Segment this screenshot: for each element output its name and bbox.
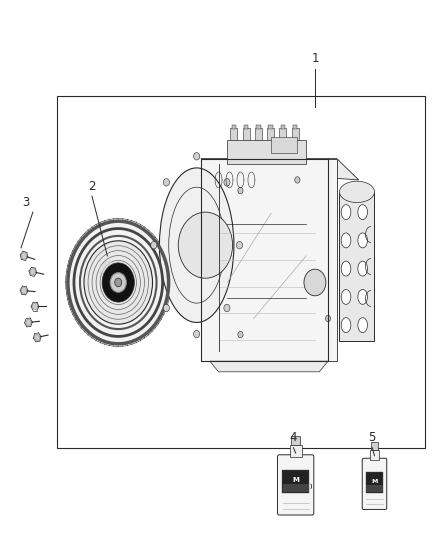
Circle shape [21, 287, 27, 294]
Bar [244, 125, 248, 130]
Bar [292, 128, 299, 140]
Circle shape [224, 179, 230, 186]
Bar [283, 484, 309, 492]
Ellipse shape [358, 261, 367, 276]
Text: 2: 2 [88, 180, 96, 193]
Bar [371, 442, 378, 450]
Bar [282, 470, 310, 494]
Bar [268, 125, 273, 130]
Circle shape [238, 188, 243, 194]
Bar [255, 128, 262, 140]
Bar [271, 138, 297, 154]
Polygon shape [201, 159, 359, 180]
Ellipse shape [99, 261, 113, 273]
Bar [201, 159, 328, 361]
Circle shape [304, 269, 326, 296]
Circle shape [32, 303, 38, 310]
Bar [279, 128, 286, 140]
Text: M: M [292, 478, 299, 483]
Circle shape [102, 263, 134, 302]
Text: 1: 1 [311, 52, 319, 65]
Bar [290, 445, 302, 457]
Circle shape [194, 152, 200, 160]
Bar [291, 435, 300, 445]
Bar [366, 485, 383, 492]
Ellipse shape [358, 233, 367, 248]
Ellipse shape [341, 233, 351, 248]
Bar [370, 450, 379, 460]
Polygon shape [201, 159, 337, 361]
Circle shape [110, 273, 126, 292]
Circle shape [21, 253, 27, 259]
Text: 4: 4 [290, 431, 297, 443]
Circle shape [151, 241, 157, 249]
Text: M: M [371, 479, 378, 484]
Ellipse shape [358, 318, 367, 333]
Ellipse shape [358, 289, 367, 304]
Circle shape [84, 241, 152, 324]
Circle shape [224, 304, 230, 312]
Bar [227, 140, 306, 164]
Circle shape [163, 179, 170, 186]
Text: 3: 3 [23, 196, 30, 209]
Circle shape [115, 278, 122, 287]
Polygon shape [210, 361, 328, 372]
Ellipse shape [358, 205, 367, 220]
Bar [267, 128, 274, 140]
Circle shape [178, 212, 233, 278]
Circle shape [194, 330, 200, 338]
Bar [281, 125, 285, 130]
Text: 5: 5 [369, 431, 376, 443]
Bar [366, 472, 383, 494]
Bar [339, 192, 374, 341]
Ellipse shape [341, 205, 351, 220]
Ellipse shape [341, 289, 351, 304]
Circle shape [295, 177, 300, 183]
Bar [230, 128, 237, 140]
Ellipse shape [159, 168, 234, 322]
Circle shape [26, 319, 31, 326]
Ellipse shape [341, 318, 351, 333]
Circle shape [35, 334, 40, 341]
Circle shape [325, 316, 331, 322]
Bar [57, 96, 425, 448]
Circle shape [30, 269, 35, 275]
Circle shape [238, 332, 243, 338]
Bar [232, 125, 236, 130]
Bar [256, 125, 261, 130]
Circle shape [237, 241, 243, 249]
Ellipse shape [341, 261, 351, 276]
Bar [293, 125, 297, 130]
Circle shape [163, 304, 170, 312]
Circle shape [68, 221, 169, 344]
FancyBboxPatch shape [362, 458, 387, 510]
FancyBboxPatch shape [278, 455, 314, 515]
Bar [243, 128, 250, 140]
Ellipse shape [339, 181, 374, 203]
